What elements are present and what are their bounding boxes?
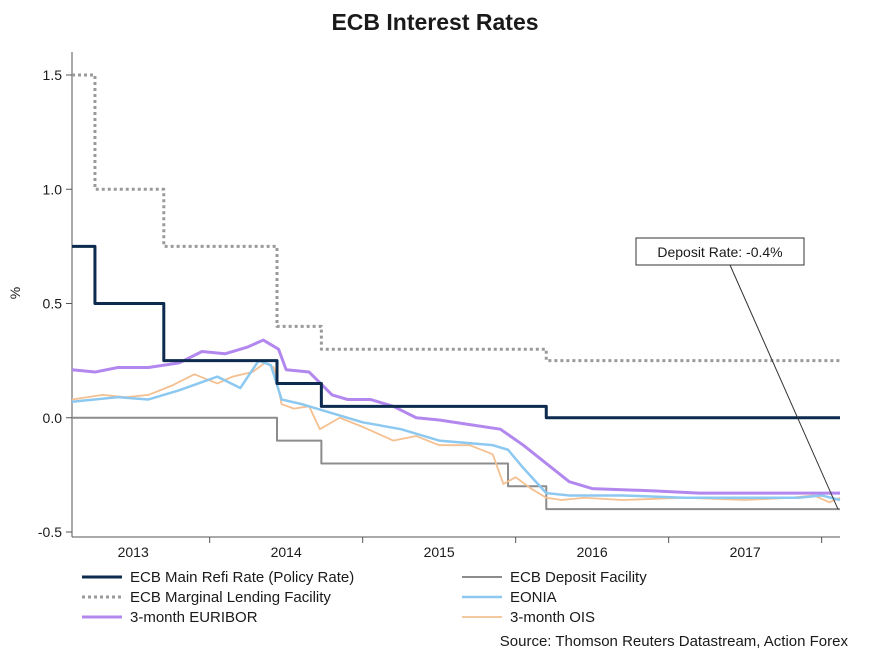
annotation-label: Deposit Rate: -0.4% — [657, 244, 782, 260]
series-line-eonia — [71, 359, 841, 502]
legend: ECB Main Refi Rate (Policy Rate) ECB Depo… — [82, 569, 647, 626]
legend-label-ecb-main-refi-rate-policy-rate: ECB Main Refi Rate (Policy Rate) — [130, 569, 354, 586]
y-tick-label: 0.5 — [43, 296, 63, 312]
y-tick-label: 1.5 — [43, 67, 63, 83]
legend-label-3-month-ois: 3-month OIS — [510, 609, 595, 626]
y-tick-label: 0.0 — [43, 410, 63, 426]
legend-label-eonia: EONIA — [510, 589, 557, 606]
series-line-ecb-main-refi-rate-policy-rate — [72, 244, 840, 420]
x-tick-label: 2016 — [577, 544, 608, 560]
y-axis-label: % — [7, 287, 23, 299]
series-line-ecb-deposit-facility — [72, 416, 840, 511]
legend-label-ecb-deposit-facility: ECB Deposit Facility — [510, 569, 647, 586]
series-layer — [71, 73, 841, 511]
x-tick-label: 2015 — [424, 544, 455, 560]
x-tick-label: 2017 — [730, 544, 761, 560]
series-line-ecb-marginal-lending-facility — [72, 73, 840, 363]
annotation-leader-line — [729, 264, 839, 510]
y-tick-label: -0.5 — [38, 524, 62, 540]
x-tick-label: 2014 — [271, 544, 302, 560]
x-ticks: 2013 2014 2015 2016 2017 — [118, 537, 823, 560]
series-line-3-month-euribor — [71, 338, 840, 495]
legend-label-ecb-marginal-lending-facility: ECB Marginal Lending Facility — [130, 589, 331, 606]
source-note: Source: Thomson Reuters Datastream, Acti… — [500, 633, 849, 650]
annotation-box — [635, 237, 805, 266]
series-line-3-month-ois — [71, 362, 841, 504]
plot-area: -0.5 0.0 0.5 1.0 1.5 2013 2014 2015 2016 2017 De… — [38, 52, 841, 560]
x-tick-label: 2013 — [118, 544, 149, 560]
annotation: Deposit Rate: -0.4% — [635, 237, 839, 510]
legend-label-3-month-euribor: 3-month EURIBOR — [130, 609, 258, 626]
chart-title: ECB Interest Rates — [331, 9, 538, 35]
y-tick-label: 1.0 — [43, 181, 63, 197]
y-ticks: -0.5 0.0 0.5 1.0 1.5 — [38, 67, 72, 540]
